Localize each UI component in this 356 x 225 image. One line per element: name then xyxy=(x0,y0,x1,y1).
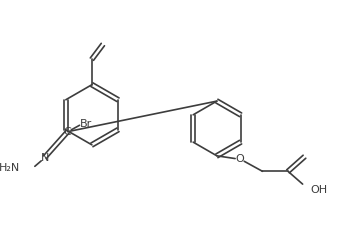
Text: C: C xyxy=(64,127,72,137)
Text: H₂N: H₂N xyxy=(0,163,20,173)
Text: N: N xyxy=(41,153,49,163)
Text: OH: OH xyxy=(310,184,327,195)
Text: O: O xyxy=(235,153,244,164)
Text: Br: Br xyxy=(80,119,92,129)
